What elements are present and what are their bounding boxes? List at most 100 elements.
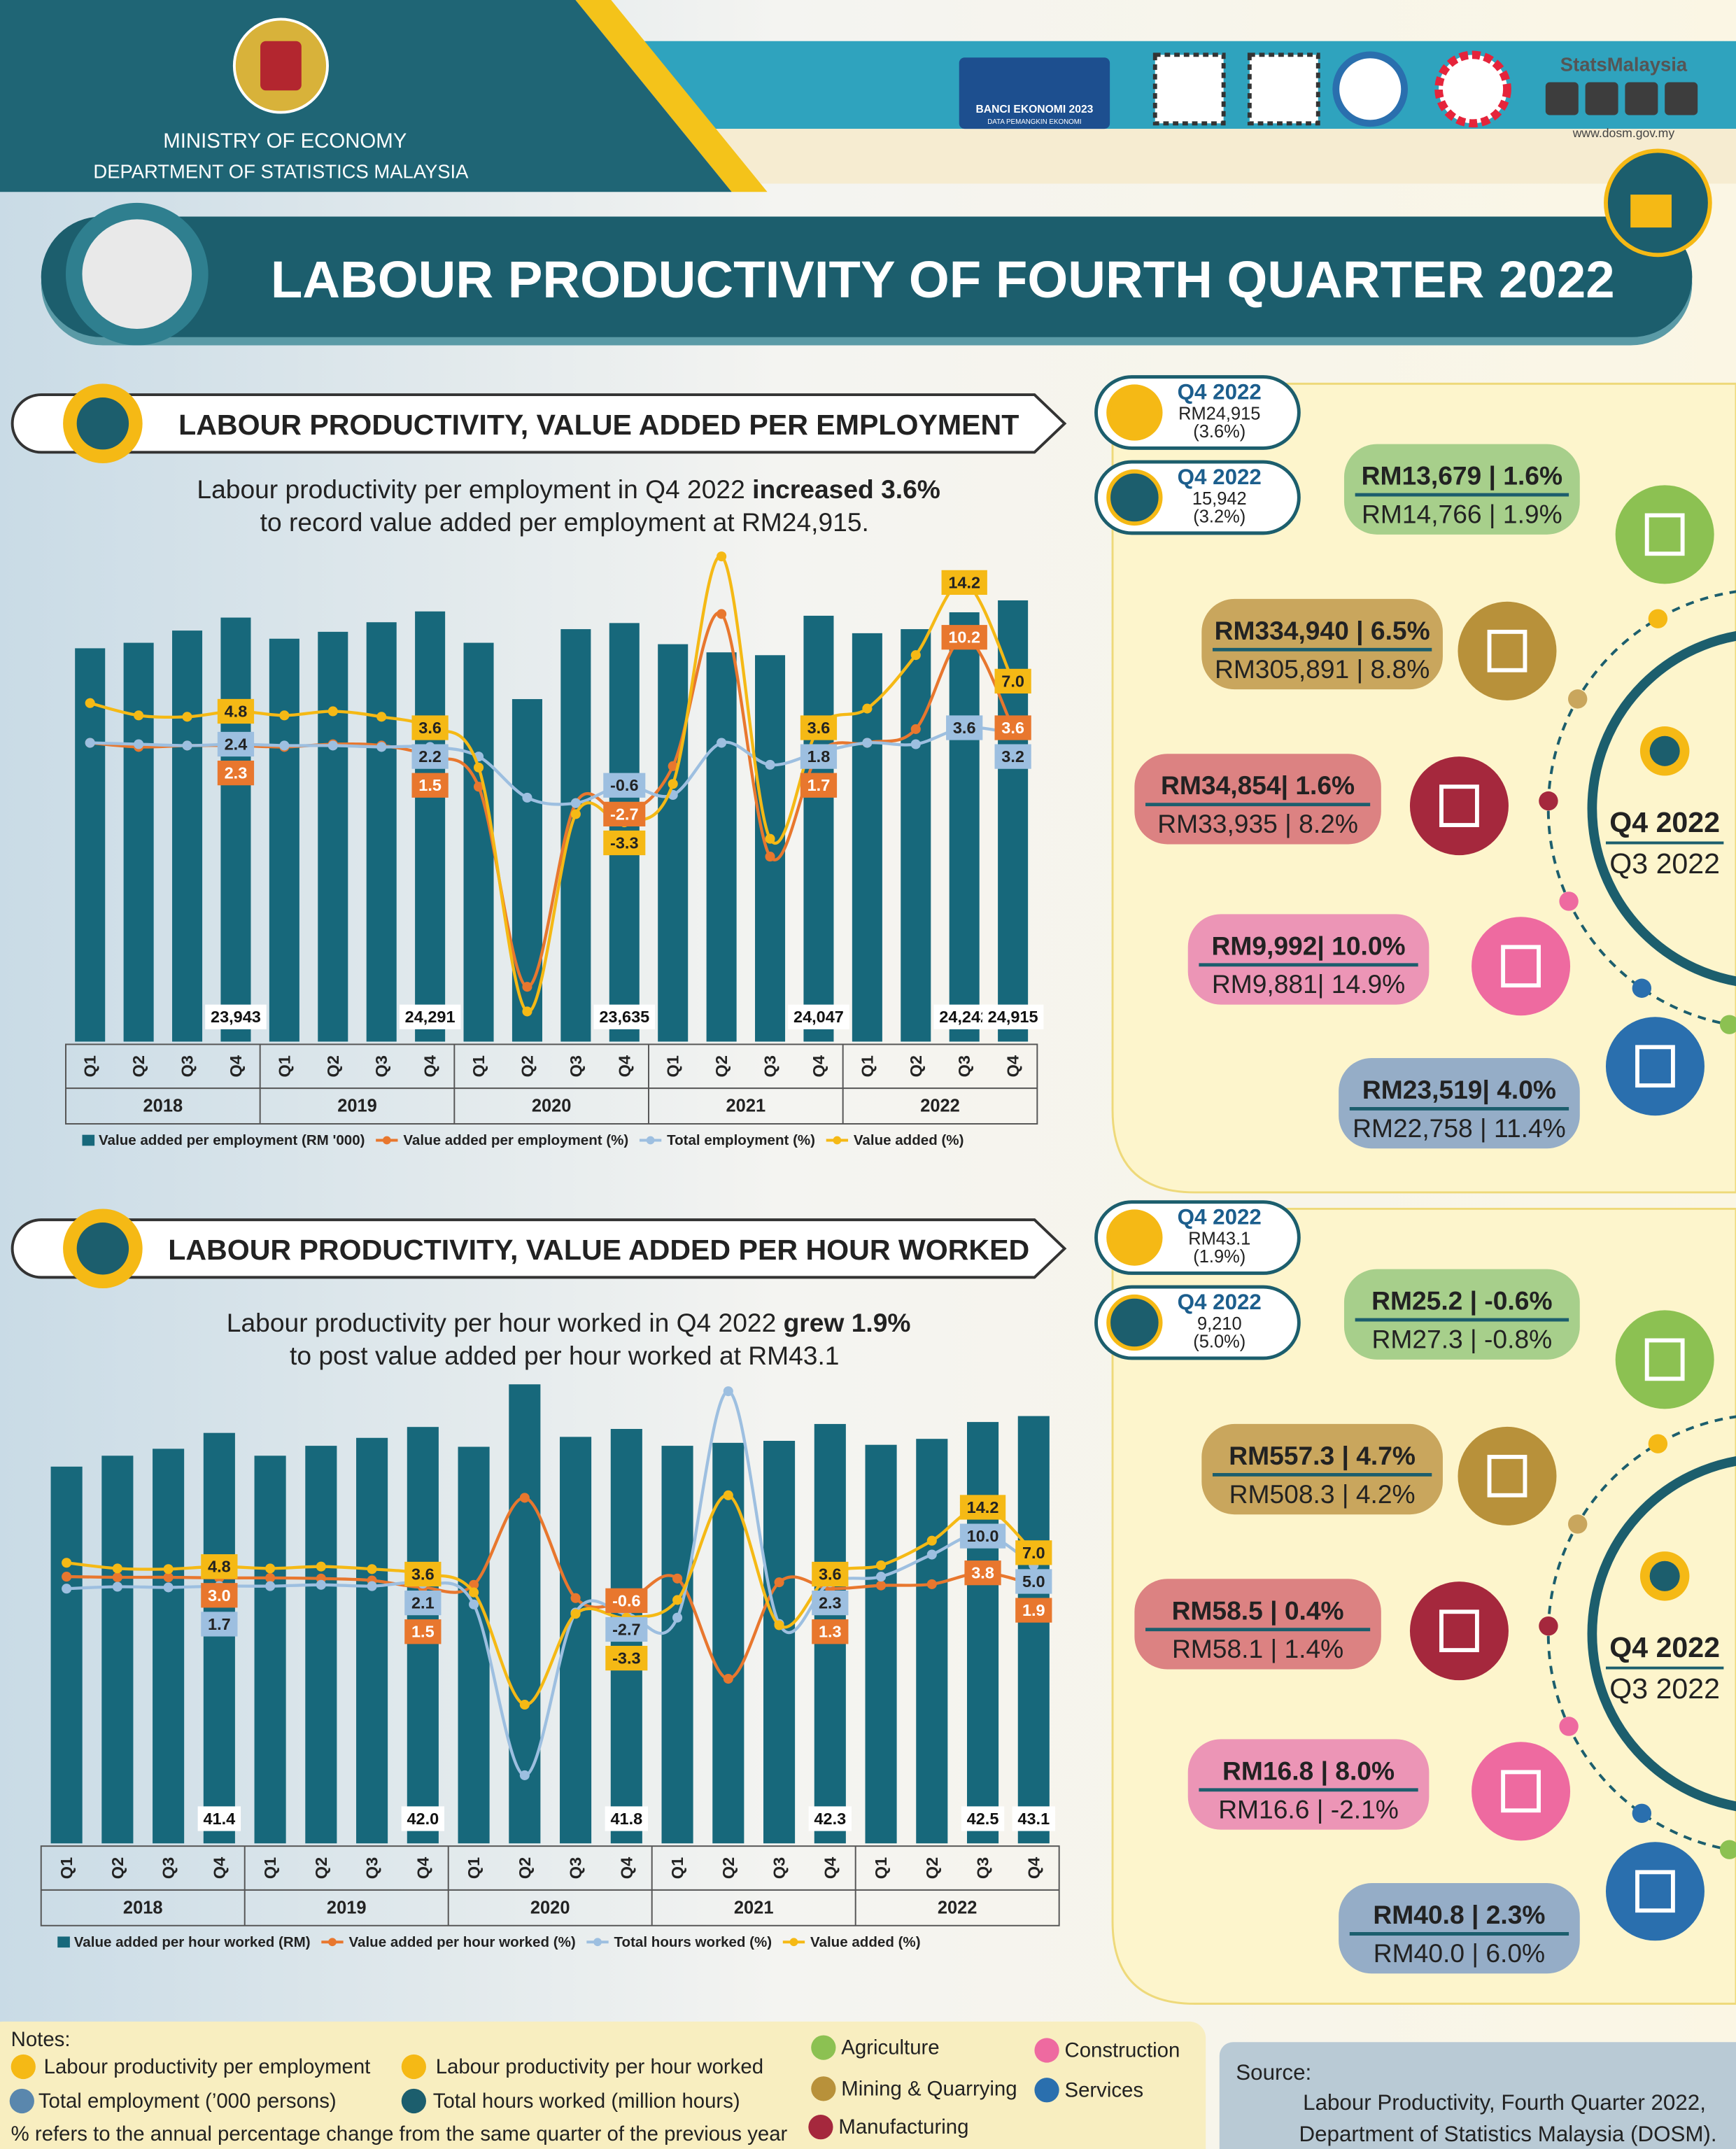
line-point <box>668 761 678 771</box>
data-label-box <box>217 760 255 786</box>
bar <box>305 1446 337 1844</box>
x-tick-label: Q3 <box>567 1857 585 1879</box>
summary-value: 9,210 <box>1197 1314 1242 1334</box>
bar-label: 23,943 <box>211 1008 261 1026</box>
title-disc <box>82 219 192 330</box>
ring-dot <box>1567 1514 1588 1534</box>
line-point <box>327 740 338 751</box>
ring-icon-inner <box>1649 1560 1680 1591</box>
summary-value: 15,942 <box>1192 489 1247 509</box>
line-point <box>163 1582 174 1593</box>
line-point <box>862 703 873 714</box>
x-tick-label: Q2 <box>712 1055 731 1077</box>
line-point <box>926 1535 937 1546</box>
data-label: -3.3 <box>610 834 638 852</box>
notes-heading: Notes: <box>11 2028 71 2051</box>
line-point <box>85 738 95 748</box>
note-item: Labour productivity per employment <box>44 2055 371 2078</box>
bar-label: 24,915 <box>988 1008 1038 1026</box>
line-point <box>876 1580 887 1591</box>
data-label: 1.8 <box>807 747 831 766</box>
legend-label: Total hours worked (%) <box>614 1934 772 1950</box>
ring-dot <box>1648 1434 1668 1453</box>
bar <box>220 617 251 1042</box>
section-heading-box <box>10 1218 1067 1279</box>
line-point <box>182 740 192 751</box>
summary-icon <box>1106 384 1163 441</box>
bar <box>966 1422 999 1844</box>
line-point <box>723 1386 733 1397</box>
line-point <box>522 982 532 992</box>
sector-icon <box>1409 756 1509 856</box>
data-label-box <box>411 715 449 740</box>
bar <box>803 615 834 1042</box>
sector-icon-glyph <box>1439 1609 1479 1653</box>
bar <box>101 1456 134 1844</box>
data-label: 1.7 <box>807 776 831 794</box>
header-block <box>0 0 732 192</box>
summary-icon <box>1106 1209 1163 1266</box>
bar <box>1017 1416 1050 1844</box>
note-icon <box>811 2035 836 2060</box>
section-heading-box <box>10 393 1067 454</box>
data-label: 2.3 <box>225 764 248 782</box>
data-label-box <box>800 744 838 769</box>
bar-label: 41.4 <box>203 1810 235 1828</box>
bar <box>916 1439 948 1844</box>
data-label: 3.8 <box>971 1564 994 1582</box>
data-label-box <box>941 625 987 650</box>
data-label-box <box>812 1590 849 1616</box>
line-point <box>519 1770 530 1780</box>
summary-value: RM24,915 <box>1178 404 1260 423</box>
description-highlight: increased 3.6% <box>752 474 940 504</box>
sector-icon-glyph <box>1439 784 1479 827</box>
bar <box>865 1444 897 1844</box>
x-tick-label: Q2 <box>129 1055 148 1077</box>
sector-pill <box>1339 1057 1580 1149</box>
sector-icon-glyph <box>1487 1454 1527 1498</box>
line-point <box>723 1674 733 1684</box>
line-point <box>910 650 921 661</box>
bar <box>415 611 446 1042</box>
legend-swatch-dot <box>328 1938 337 1947</box>
data-label: 14.2 <box>967 1498 999 1516</box>
sector-current: RM334,940 | 6.5% <box>1215 616 1430 646</box>
bar-label-box <box>197 1806 241 1831</box>
bar-label: 24,047 <box>793 1008 844 1026</box>
census-tagline: DATA PEMANGKIN EKONOMI <box>987 118 1081 126</box>
sector-previous: RM305,891 | 8.8% <box>1215 654 1430 684</box>
sector-pill <box>1134 1579 1381 1670</box>
data-label-box <box>1015 1540 1052 1565</box>
bar <box>269 638 299 1042</box>
line-point <box>672 1595 683 1605</box>
data-label-box <box>1015 1598 1052 1623</box>
data-label-box <box>800 715 838 740</box>
legend-swatch-dot <box>593 1938 602 1947</box>
group-label: 2022 <box>938 1898 978 1917</box>
sector-legend: Agriculture <box>841 2036 939 2059</box>
sector-icon-glyph <box>1635 1045 1675 1088</box>
data-label: 3.6 <box>807 719 831 737</box>
department: DEPARTMENT OF STATISTICS MALAYSIA <box>93 160 469 182</box>
x-tick-label: Q3 <box>178 1055 197 1077</box>
section-heading: LABOUR PRODUCTIVITY, VALUE ADDED PER EMP… <box>178 409 1019 441</box>
x-tick-label: Q2 <box>719 1857 738 1879</box>
bar <box>123 642 154 1042</box>
ring-dot <box>1719 1015 1736 1034</box>
line-point <box>717 609 727 619</box>
description: Labour productivity per employment in Q4… <box>197 474 940 504</box>
x-tick-label: Q1 <box>465 1857 483 1879</box>
x-tick-label: Q4 <box>210 1857 228 1879</box>
census: BANCI EKONOMI 2023 <box>975 104 1093 115</box>
data-label: 7.0 <box>1022 1544 1045 1562</box>
data-label-box <box>994 744 1031 769</box>
sector-icon <box>1605 1842 1705 1941</box>
x-tick-label: Q1 <box>858 1055 876 1077</box>
line-point <box>672 1612 683 1623</box>
data-label: 3.0 <box>208 1586 231 1605</box>
line-point <box>862 738 873 748</box>
ring-dot <box>1559 1717 1579 1736</box>
note-item: Total hours worked (million hours) <box>433 2090 740 2113</box>
line <box>90 554 1015 1013</box>
bar <box>356 1437 388 1844</box>
